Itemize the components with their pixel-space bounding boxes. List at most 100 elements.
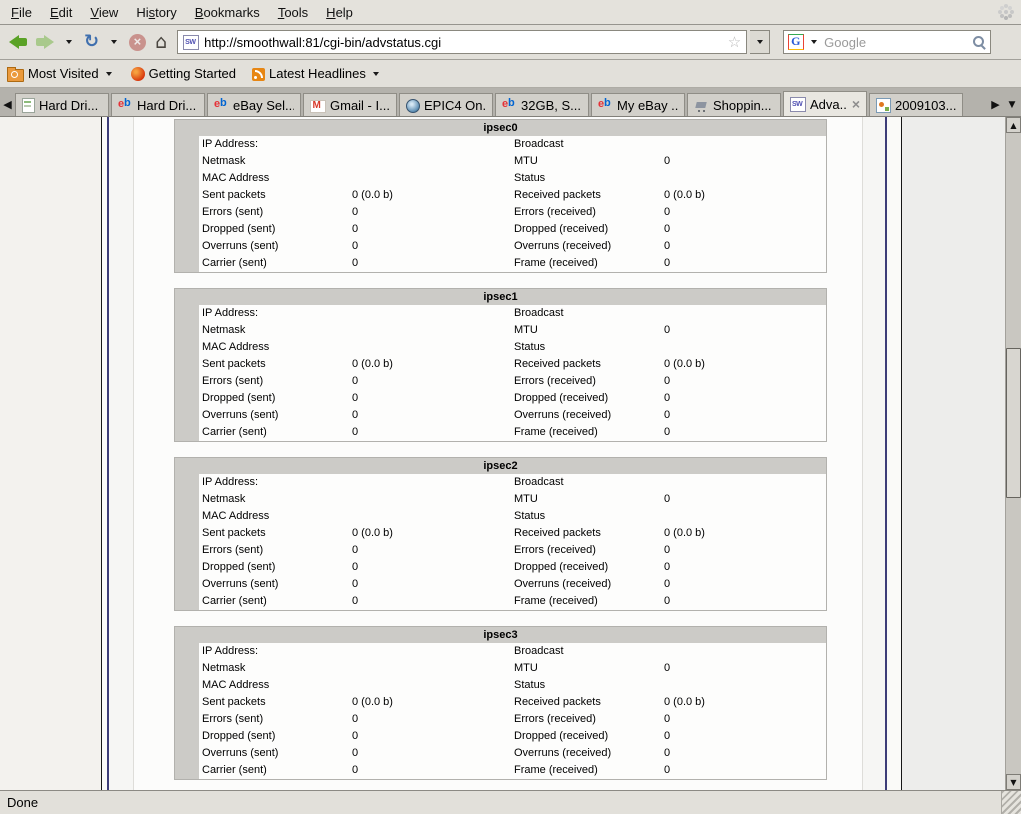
stat-value: 0 <box>664 595 671 607</box>
stat-row: MAC Address Status <box>199 508 826 525</box>
back-button[interactable] <box>6 28 30 56</box>
stat-value <box>352 660 514 677</box>
tab-ebay-sel[interactable]: eBay Sel... <box>207 93 301 116</box>
menu-bar: File Edit View History Bookmarks Tools Help <box>0 0 1021 25</box>
stat-value: 0 <box>664 713 671 725</box>
tab-close-icon[interactable]: × <box>851 96 860 112</box>
search-icon[interactable] <box>972 35 986 49</box>
menu-edit[interactable]: Edit <box>49 5 73 20</box>
stat-value: 0 <box>352 426 359 438</box>
stat-row: Carrier (sent) 0 Frame (received) 0 <box>199 255 826 272</box>
tab-my-ebay[interactable]: My eBay ... <box>591 93 685 116</box>
rss-icon <box>252 67 266 81</box>
throbber <box>993 1 1019 23</box>
tab-shoppin[interactable]: Shoppin... <box>687 93 781 116</box>
tab-epic4-on[interactable]: EPIC4 On... <box>399 93 493 116</box>
url-bar[interactable]: http://smoothwall:81/cgi-bin/advstatus.c… <box>177 30 748 54</box>
status-text: Done <box>7 795 39 810</box>
stat-label: Sent packets <box>202 189 266 201</box>
url-history-dropdown[interactable] <box>750 30 771 54</box>
forward-history-dropdown[interactable] <box>60 28 78 56</box>
tab-list-dropdown[interactable]: ▼ <box>1008 99 1016 110</box>
stat-row: Dropped (sent) 0 Dropped (received) 0 <box>199 728 826 745</box>
resize-grip-icon[interactable] <box>1001 791 1021 814</box>
url-input[interactable]: http://smoothwall:81/cgi-bin/advstatus.c… <box>204 34 442 50</box>
tab-scroll-right-button[interactable]: ▶ <box>991 98 1000 111</box>
tab-hard-dri[interactable]: Hard Dri... <box>15 93 109 116</box>
page-gutter-left <box>102 117 107 790</box>
tab-label: EPIC4 On... <box>424 97 486 113</box>
stat-value: 0 (0.0 b) <box>664 189 705 201</box>
stat-label: Errors (received) <box>514 544 596 556</box>
tab-adva[interactable]: Adva...× <box>783 91 867 116</box>
bookmark-label: Most Visited <box>28 66 99 81</box>
tab-bar: ◀ Hard Dri... Hard Dri... eBay Sel... Gmail… <box>0 88 1021 117</box>
bookmark-getting-started[interactable]: Getting Started <box>130 66 236 81</box>
stat-value <box>664 136 826 153</box>
search-bar[interactable]: Google <box>783 30 992 54</box>
stat-label: Overruns (sent) <box>202 578 279 590</box>
stat-label: Carrier (sent) <box>202 426 267 438</box>
search-engine-dropdown[interactable] <box>811 40 818 44</box>
stat-label: MTU <box>514 324 538 336</box>
stat-label: Netmask <box>202 493 246 505</box>
stat-label: Frame (received) <box>514 764 598 776</box>
bookmark-most-visited[interactable]: Most Visited <box>7 66 115 82</box>
page-accent-border-left <box>107 117 109 790</box>
menu-view[interactable]: View <box>90 5 119 20</box>
stat-row: Dropped (sent) 0 Dropped (received) 0 <box>199 559 826 576</box>
menu-help[interactable]: Help <box>326 5 353 20</box>
stat-value <box>352 322 514 339</box>
bookmark-star-icon[interactable]: ☆ <box>727 33 742 51</box>
section-table: IP Address: Broadcast Netmask MTU 0 MAC Addre… <box>199 474 826 610</box>
stat-row: Sent packets 0 (0.0 b) Received packets 0 (… <box>199 525 826 542</box>
smoothwall-page: ipsec0 IP Address: Broadcast Netmask MTU 0 MAC… <box>109 117 885 790</box>
tab-2009103[interactable]: 2009103... <box>869 93 963 116</box>
stat-label: Dropped (sent) <box>202 223 276 235</box>
stat-value <box>664 170 826 187</box>
stat-value: 0 <box>664 155 671 167</box>
stat-row: MAC Address Status <box>199 170 826 187</box>
tab-label: 32GB, S... <box>521 97 581 113</box>
stat-label: Dropped (received) <box>514 392 609 404</box>
page-border-right <box>901 117 902 790</box>
stat-label: Dropped (received) <box>514 223 609 235</box>
menu-bookmarks[interactable]: Bookmarks <box>194 5 260 20</box>
stat-label: Received packets <box>514 358 601 370</box>
vertical-scrollbar[interactable]: ▲ ▼ <box>1005 117 1021 790</box>
stat-label: Broadcast <box>514 138 564 150</box>
stat-value: 0 (0.0 b) <box>352 358 393 370</box>
stat-label: Dropped (received) <box>514 561 609 573</box>
menu-file[interactable]: File <box>11 5 32 20</box>
ebay-icon <box>598 97 613 113</box>
menu-tools[interactable]: Tools <box>277 5 309 20</box>
tab-32gb-s[interactable]: 32GB, S... <box>495 93 589 116</box>
menu-history[interactable]: History <box>136 5 177 20</box>
stat-row: Overruns (sent) 0 Overruns (received) 0 <box>199 238 826 255</box>
stat-value: 0 <box>664 747 671 759</box>
search-input[interactable]: Google <box>824 34 867 50</box>
bookmark-latest-headlines[interactable]: Latest Headlines <box>252 66 382 81</box>
scrollbar-thumb[interactable] <box>1006 348 1021 498</box>
reload-button[interactable]: ↻ <box>81 28 102 56</box>
scroll-down-button[interactable]: ▼ <box>1006 774 1021 790</box>
tab-scroll-left-button[interactable]: ◀ <box>3 98 12 111</box>
stat-label: MTU <box>514 662 538 674</box>
stat-value: 0 <box>664 324 671 336</box>
back-icon <box>9 35 27 49</box>
tab-gmail-i[interactable]: Gmail - I... <box>303 93 397 116</box>
stat-value: 0 <box>352 561 359 573</box>
stat-label: IP Address: <box>202 645 259 657</box>
scroll-up-button[interactable]: ▲ <box>1006 117 1021 133</box>
tab-label: Hard Dri... <box>39 97 99 113</box>
tab-label: Adva... <box>810 96 848 112</box>
stat-value: 0 <box>664 206 671 218</box>
stat-value <box>352 508 514 525</box>
forward-button[interactable] <box>33 28 57 56</box>
stat-value <box>352 305 514 322</box>
home-button[interactable]: ⌂ <box>152 28 170 56</box>
tab-hard-dri[interactable]: Hard Dri... <box>111 93 205 116</box>
stop-button[interactable] <box>126 28 149 56</box>
reload-dropdown[interactable] <box>105 28 123 56</box>
